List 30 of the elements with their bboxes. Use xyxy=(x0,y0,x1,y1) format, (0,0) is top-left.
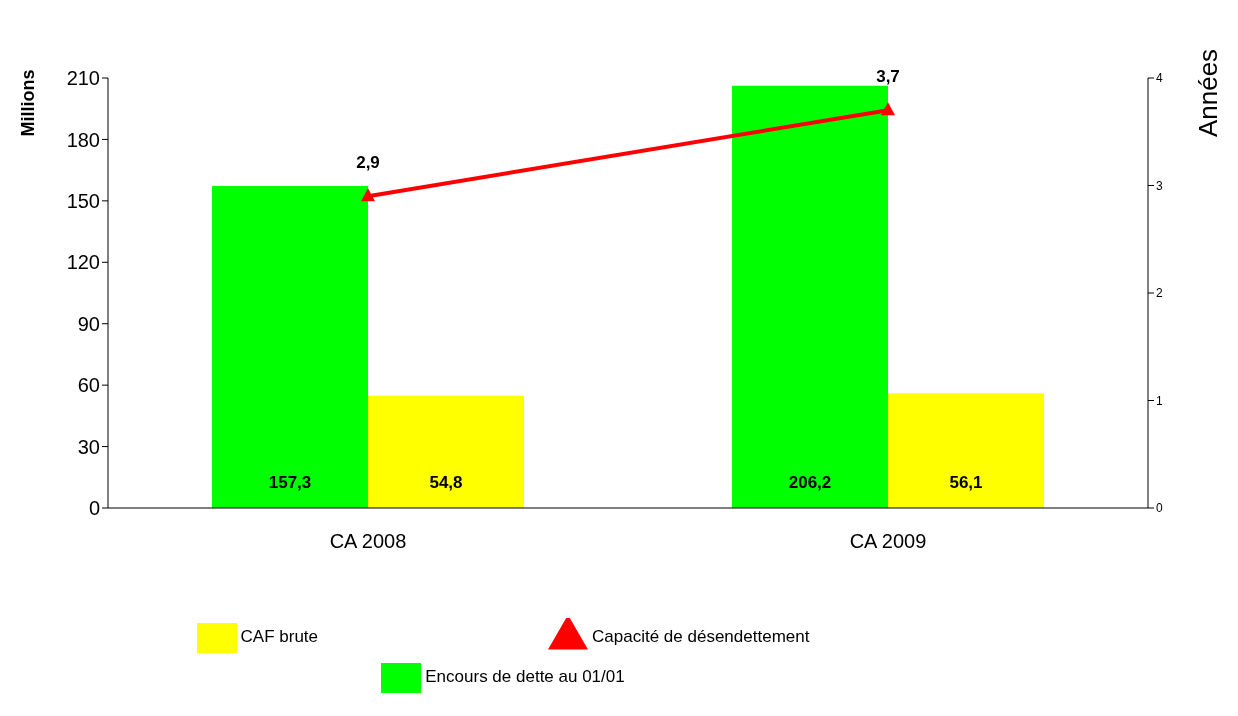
data-label: 3,7 xyxy=(876,67,900,87)
x-tick-label: CA 2008 xyxy=(329,530,407,553)
y2-tick-label: 2 xyxy=(1156,286,1163,301)
data-label: 56,1 xyxy=(949,473,983,492)
y2-tick-label: 4 xyxy=(1156,71,1163,86)
y-tick-label: 150 xyxy=(66,189,100,212)
bar xyxy=(368,395,524,508)
legend-label: Encours de dette au 01/01 xyxy=(425,667,625,687)
bar xyxy=(212,185,368,508)
bar xyxy=(888,393,1044,508)
y2-tick-label: 0 xyxy=(1156,501,1163,516)
y-axis-title: Millions xyxy=(18,69,39,137)
data-label: 157,3 xyxy=(268,473,312,492)
y-tick-label: 210 xyxy=(66,67,100,90)
y2-tick-label: 1 xyxy=(1156,393,1163,408)
legend-label: Capacité de désendettement xyxy=(592,627,810,647)
data-label: 206,2 xyxy=(788,473,832,492)
y-tick-label: 90 xyxy=(77,312,100,335)
y-tick-label: 120 xyxy=(66,251,100,274)
y-tick-label: 60 xyxy=(77,374,100,397)
y-tick-label: 180 xyxy=(66,128,100,151)
y2-axis-title: Années xyxy=(1193,48,1224,138)
x-tick-label: CA 2009 xyxy=(849,530,927,553)
legend-label: CAF brute xyxy=(240,627,319,647)
y-tick-label: 30 xyxy=(77,435,100,458)
y2-tick-label: 3 xyxy=(1156,178,1163,193)
data-label: 54,8 xyxy=(429,473,463,492)
y-tick-label: 0 xyxy=(88,497,100,520)
data-label: 2,9 xyxy=(356,153,380,173)
bar xyxy=(732,85,888,508)
